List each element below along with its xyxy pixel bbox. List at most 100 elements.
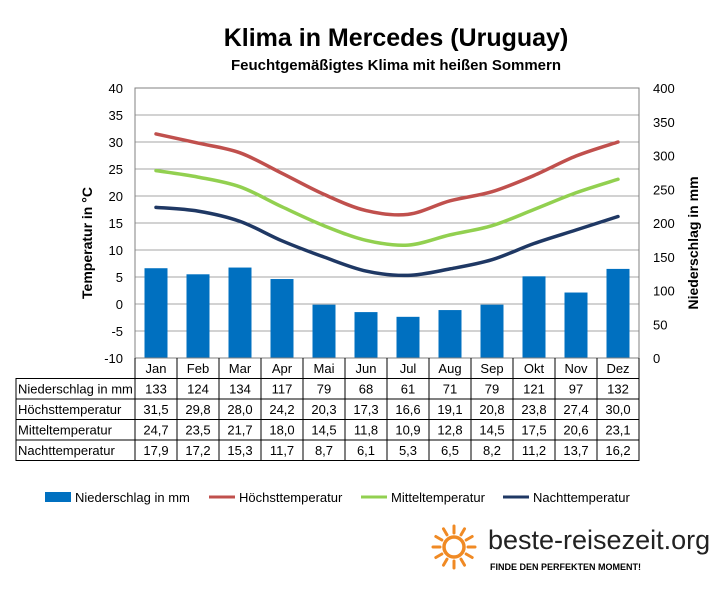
brand-slogan: FINDE DEN PERFEKTEN MOMENT! [490,562,641,572]
table-cell: 14,5 [311,423,336,438]
legend-swatch [45,492,71,502]
table-cell: 124 [187,382,209,397]
bar-mar [228,267,252,358]
x-tick-label: Aug [438,361,461,376]
table-cell: 11,2 [522,443,546,458]
y-tick-label: 30 [109,135,123,150]
right-axis-label: Niederschlag in mm [685,176,701,309]
table-cell: 23,5 [185,423,210,438]
table-cell: 68 [359,382,373,397]
table-cell: 6,5 [441,443,459,458]
sun-icon [431,524,477,570]
legend-label: Höchsttemperatur [239,490,343,505]
y-tick-label: -5 [111,324,123,339]
bar-jul [396,316,420,358]
table-cell: 31,5 [143,402,168,417]
table-row-header: Mitteltemperatur [18,423,113,438]
chart-title: Klima in Mercedes (Uruguay) [224,24,569,52]
table-cell: 5,3 [399,443,417,458]
left-axis-label: Temperatur in °C [79,187,95,299]
table-cell: 132 [607,382,629,397]
table-cell: 14,5 [479,423,504,438]
legend-label: Nachttemperatur [533,490,630,505]
y2-tick-label: 250 [653,182,675,197]
table-cell: 19,1 [437,402,462,417]
y-tick-label: 40 [109,81,123,96]
x-tick-label: Sep [480,361,503,376]
table-cell: 15,3 [227,443,252,458]
y2-tick-label: 300 [653,149,675,164]
table-cell: 16,6 [395,402,420,417]
y2-tick-label: 200 [653,216,675,231]
table-cell: 20,8 [479,402,504,417]
line-nachttemperatur [154,205,620,278]
table-cell: 8,7 [315,443,333,458]
table-cell: 12,8 [437,423,462,438]
x-tick-label: Mai [314,361,335,376]
x-tick-label: Apr [272,361,293,376]
y2-tick-label: 0 [653,351,660,366]
y2-tick-label: 350 [653,115,675,130]
table-cell: 134 [229,382,251,397]
bar-nov [564,292,588,358]
table-cell: 16,2 [605,443,630,458]
legend-label: Mitteltemperatur [391,490,486,505]
precipitation-bars [144,267,630,358]
y-tick-label: 5 [116,270,123,285]
brand-name: beste-reisezeit.org [488,525,710,555]
table-cell: 23,8 [521,402,546,417]
table-cell: 61 [401,382,415,397]
table-cell: 18,0 [269,423,294,438]
table-cell: 79 [317,382,331,397]
table-cell: 79 [485,382,499,397]
bar-mai [312,304,336,358]
table-cell: 11,8 [354,423,378,438]
y2-tick-label: 100 [653,284,675,299]
bar-okt [522,276,546,358]
x-tick-label: Dez [606,361,629,376]
y-tick-label: -10 [104,351,123,366]
x-tick-label: Okt [524,361,545,376]
table-cell: 20,3 [311,402,336,417]
gridlines [135,87,639,359]
table-cell: 97 [569,382,583,397]
table-cell: 17,9 [143,443,168,458]
x-tick-label: Jun [356,361,377,376]
legend: Niederschlag in mm Höchsttemperatur Mittel… [45,490,630,505]
temperature-lines [154,132,620,278]
table-cell: 11,7 [270,443,294,458]
x-tick-label: Jul [400,361,417,376]
table-cell: 28,0 [227,402,252,417]
table-cell: 17,3 [353,402,378,417]
line-mitteltemperatur [154,168,620,248]
bar-feb [186,274,210,358]
legend-label: Niederschlag in mm [75,490,190,505]
table-cell: 24,7 [143,423,168,438]
table-cell: 117 [272,382,293,397]
bar-aug [438,310,462,358]
table-cell: 30,0 [605,402,630,417]
x-tick-label: Nov [564,361,588,376]
x-tick-label: Mar [229,361,252,376]
table-row-header: Nachttemperatur [18,443,115,458]
table-cell: 10,9 [395,423,420,438]
table-row-header: Höchsttemperatur [18,402,122,417]
x-tick-label: Feb [187,361,209,376]
y-tick-label: 10 [109,243,123,258]
y-tick-label: 35 [109,108,123,123]
table-cell: 21,7 [227,423,252,438]
y2-tick-label: 400 [653,81,675,96]
table-cell: 20,6 [563,423,588,438]
table-cell: 71 [443,382,457,397]
y2-tick-label: 50 [653,317,667,332]
right-axis-ticks: 400 350 300 250 200 150 100 50 0 [653,81,675,366]
y-tick-label: 15 [109,216,123,231]
bar-dez [606,268,630,358]
table-cell: 29,8 [185,402,210,417]
table-cell: 13,7 [563,443,588,458]
table-row-header: Niederschlag in mm [18,382,133,397]
brand-logo: beste-reisezeit.org FINDE DEN PERFEKTEN … [431,524,710,572]
table-cell: 121 [523,382,545,397]
table-cell: 27,4 [563,402,588,417]
